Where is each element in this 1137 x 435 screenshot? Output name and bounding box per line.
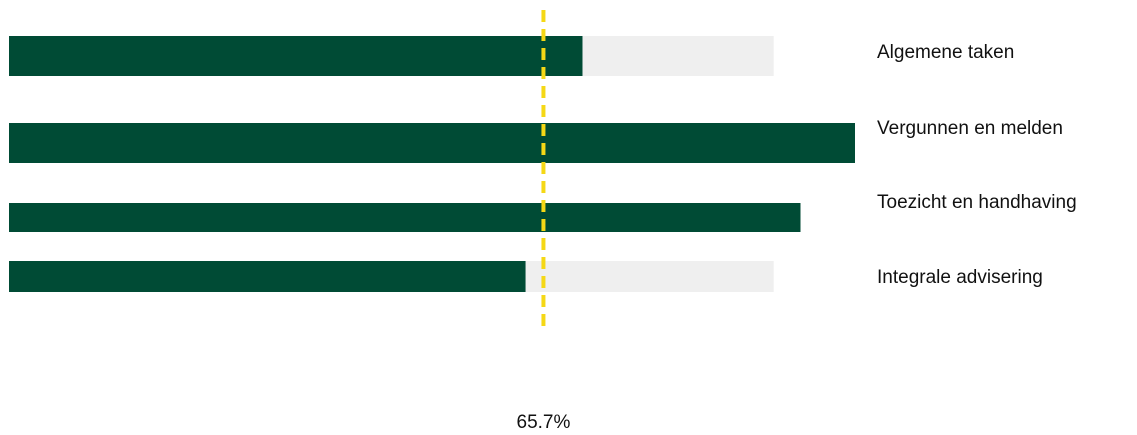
value-bar (9, 261, 526, 292)
category-labels: Algemene taken Vergunnen en melden Toezi… (877, 42, 1077, 288)
value-bar (9, 123, 855, 163)
value-bar (9, 36, 583, 76)
value-bar (9, 203, 801, 232)
reference-value-label: 65.7% (517, 412, 571, 433)
category-label: Toezicht en handhaving (877, 192, 1077, 213)
category-label: Integrale advisering (877, 267, 1043, 288)
category-label: Algemene taken (877, 42, 1014, 63)
category-label: Vergunnen en melden (877, 118, 1063, 139)
value-bars (9, 36, 855, 292)
